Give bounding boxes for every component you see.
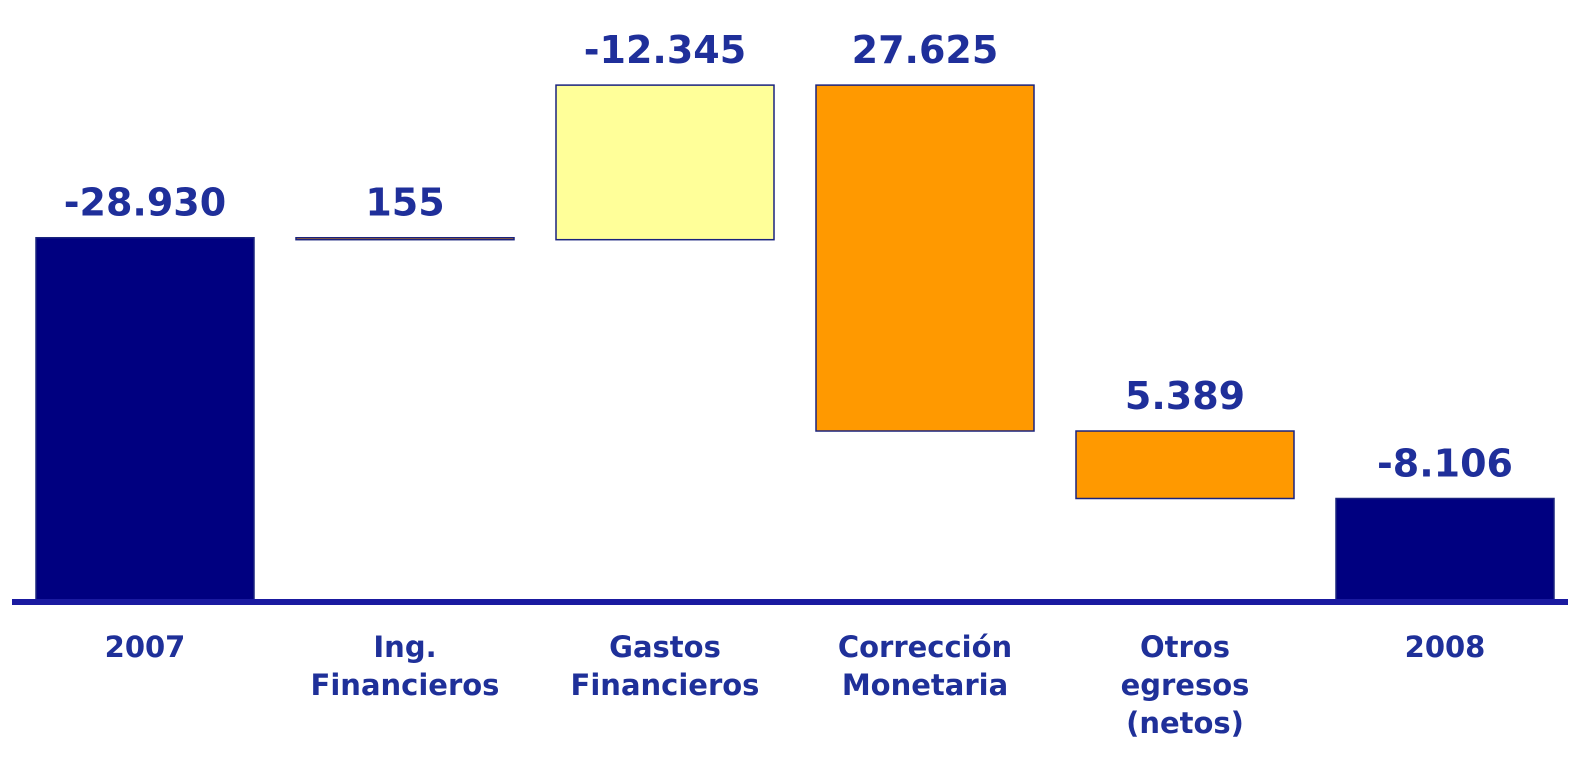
bar	[815, 84, 1035, 432]
category-label: 2008	[1404, 630, 1486, 664]
bar	[555, 84, 775, 241]
value-label: -8.106	[1377, 441, 1513, 485]
category-label: Otros egresos (netos)	[1120, 630, 1250, 740]
value-label: 27.625	[852, 28, 999, 72]
category-label: Ing. Financieros	[310, 630, 500, 702]
category-label: 2007	[104, 630, 186, 664]
value-label: 5.389	[1125, 374, 1245, 418]
value-label: -12.345	[584, 28, 746, 72]
value-label: -28.930	[64, 181, 226, 225]
bar	[35, 236, 255, 601]
bar	[295, 236, 515, 241]
bar	[1075, 430, 1295, 500]
category-label: Gastos Financieros	[570, 630, 760, 702]
category-label: Corrección Monetaria	[837, 630, 1013, 702]
bar	[1335, 497, 1555, 601]
value-label: 155	[365, 181, 444, 225]
